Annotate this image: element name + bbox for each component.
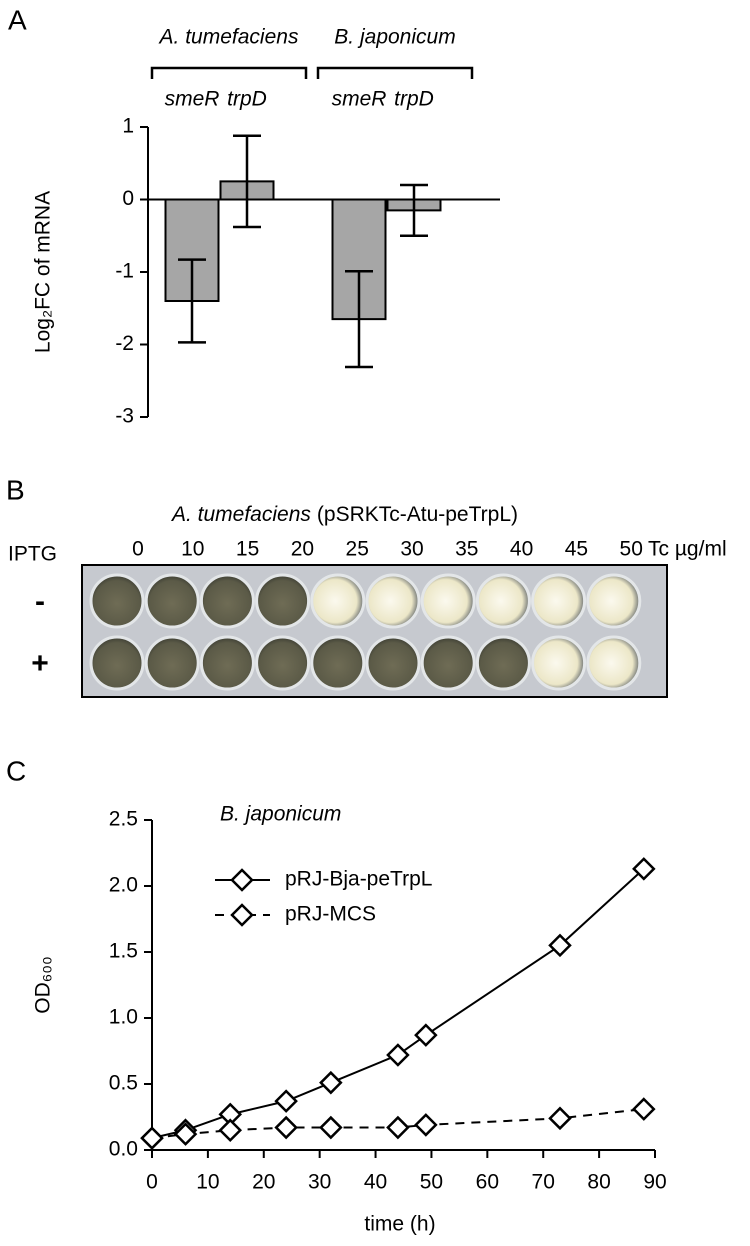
well xyxy=(365,635,421,691)
marker xyxy=(218,1118,243,1142)
x-tick-label: 90 xyxy=(643,1171,666,1194)
x-tick-label: 30 xyxy=(308,1171,331,1194)
y-tick-label: 2.5 xyxy=(109,808,138,831)
error-bar xyxy=(233,134,261,229)
panel-label: C xyxy=(6,755,26,786)
column-label: 45 xyxy=(565,538,588,561)
panel-label: A xyxy=(8,4,27,35)
well xyxy=(420,573,476,629)
y-tick-label: 2.0 xyxy=(109,874,138,897)
panel-label: B xyxy=(6,474,25,505)
marker xyxy=(140,1126,164,1150)
error-bar xyxy=(178,258,206,344)
error-bar xyxy=(345,270,373,369)
legend-marker xyxy=(230,868,254,892)
x-tick-label: 0 xyxy=(146,1171,158,1194)
well xyxy=(255,635,311,691)
well xyxy=(586,573,642,629)
x-tick-label: 10 xyxy=(196,1171,219,1194)
row-title: IPTG xyxy=(8,543,57,566)
marker xyxy=(632,1097,656,1121)
annotation: B. japonicum xyxy=(220,803,341,826)
x-tick-label: 60 xyxy=(476,1171,499,1194)
category-label: trpD xyxy=(227,88,267,111)
marker xyxy=(414,1023,438,1047)
organism: A. tumefaciens xyxy=(170,503,311,526)
well xyxy=(89,635,145,691)
x-tick-label: 70 xyxy=(532,1171,555,1194)
column-label: 50 xyxy=(620,538,643,561)
group-label: A. tumefaciens xyxy=(158,26,299,49)
well xyxy=(199,635,255,691)
legend-label: pRJ-MCS xyxy=(285,903,376,926)
well xyxy=(144,635,200,691)
well xyxy=(255,573,311,629)
y-tick-label: 1.5 xyxy=(109,940,138,963)
marker xyxy=(414,1113,438,1137)
well xyxy=(199,573,255,629)
well xyxy=(365,573,421,629)
row-label: - xyxy=(35,585,45,618)
well xyxy=(586,635,642,691)
column-label: 25 xyxy=(346,538,369,561)
plasmid: (pSRKTc-Atu-peTrpL) xyxy=(317,503,518,526)
well xyxy=(144,573,200,629)
y-tick-label: 0 xyxy=(122,187,134,210)
well xyxy=(475,635,531,691)
well xyxy=(310,635,366,691)
row-label: + xyxy=(31,647,49,680)
y-tick-label: -2 xyxy=(115,332,134,355)
column-label: 35 xyxy=(455,538,478,561)
well xyxy=(475,573,531,629)
category-label: smeR xyxy=(165,88,220,111)
marker xyxy=(548,933,572,958)
error-bar xyxy=(400,183,428,237)
marker xyxy=(386,1043,410,1067)
y-axis-label: Log₂FC of mRNA xyxy=(32,191,55,353)
legend-marker xyxy=(230,903,254,927)
column-label: 40 xyxy=(510,538,533,561)
well xyxy=(531,573,587,629)
group-bracket xyxy=(316,66,474,79)
legend-label: pRJ-Bja-peTrpL xyxy=(285,868,432,891)
column-label: 20 xyxy=(291,538,314,561)
column-label: 0 xyxy=(132,538,144,561)
column-label: 15 xyxy=(236,538,259,561)
column-label: 10 xyxy=(181,538,204,561)
marker xyxy=(632,857,656,881)
group-bracket xyxy=(150,66,308,79)
column-unit: Tc µg/ml xyxy=(648,538,727,561)
y-tick-label: 0.5 xyxy=(109,1072,138,1095)
y-tick-label: 0.0 xyxy=(109,1138,138,1161)
y-tick-label: -1 xyxy=(115,260,134,283)
x-tick-label: 50 xyxy=(420,1171,443,1194)
x-axis-label: time (h) xyxy=(364,1213,435,1236)
column-label: 30 xyxy=(400,538,423,561)
series-line xyxy=(151,868,645,1140)
well xyxy=(89,573,145,629)
marker xyxy=(548,1106,572,1131)
category-label: trpD xyxy=(394,88,434,111)
well xyxy=(310,573,366,629)
x-tick-label: 20 xyxy=(252,1171,275,1194)
category-label: smeR xyxy=(332,88,387,111)
marker xyxy=(173,1122,198,1146)
y-tick-label: -3 xyxy=(115,405,134,428)
y-tick-label: 1 xyxy=(122,115,134,138)
well xyxy=(420,635,476,691)
marker xyxy=(319,1070,343,1095)
group-label: B. japonicum xyxy=(334,26,455,49)
marker xyxy=(319,1115,343,1140)
marker xyxy=(386,1115,410,1140)
x-tick-label: 80 xyxy=(587,1171,610,1194)
y-axis-label: OD₆₀₀ xyxy=(32,956,55,1013)
marker xyxy=(274,1089,298,1113)
marker xyxy=(274,1115,298,1140)
y-tick-label: 1.0 xyxy=(109,1006,138,1029)
plate-title: A. tumefaciens (pSRKTc-Atu-peTrpL) xyxy=(170,503,518,526)
x-tick-label: 40 xyxy=(364,1171,387,1194)
well xyxy=(531,635,587,691)
